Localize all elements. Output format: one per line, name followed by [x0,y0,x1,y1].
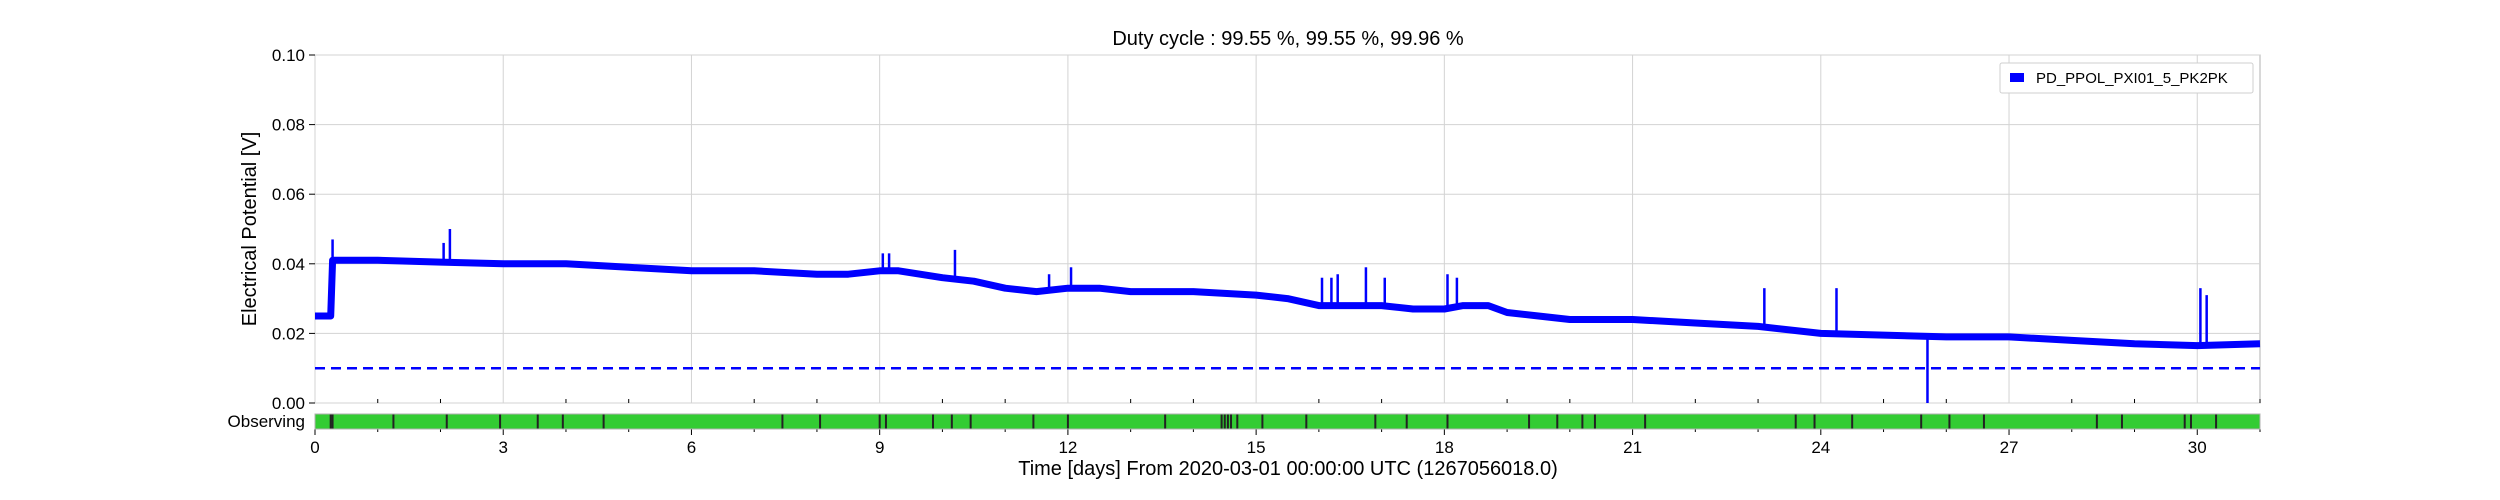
legend-box [1999,62,2254,94]
state-off-mark [2095,414,2098,429]
x-tick-label: 24 [1811,438,1830,457]
state-off-mark [1920,414,1923,429]
legend: PD_PPOL_PXI01_5_PK2PK [1999,62,2254,94]
state-off-mark [1164,414,1167,429]
state-off-mark [1528,414,1531,429]
x-tick-label: 6 [687,438,696,457]
state-off-mark [1223,414,1226,429]
state-off-mark [1813,414,1816,429]
state-off-mark [536,414,539,429]
chart-title: Duty cycle : 99.55 %, 99.55 %, 99.96 % [1112,28,1464,50]
state-off-mark [1851,414,1854,429]
state-off-mark [1220,414,1223,429]
legend-swatch [2010,73,2024,82]
state-off-mark [1593,414,1596,429]
series-line [315,256,2261,350]
state-off-mark [1556,414,1559,429]
state-off-mark [329,414,332,429]
x-tick-label: 9 [875,438,884,457]
y-tick-label: 0.06 [272,185,305,204]
state-label: Observing [228,412,305,431]
x-tick-label: 21 [1623,438,1642,457]
x-tick-label: 3 [498,438,507,457]
state-off-mark [2183,414,2186,429]
state-marks [314,413,2261,430]
state-off-mark [1644,414,1647,429]
state-off-mark [1032,414,1035,429]
state-off-mark [1261,414,1264,429]
state-off-mark [878,414,881,429]
state-off-mark [819,414,822,429]
state-off-mark [445,414,448,429]
state-off-mark [969,414,972,429]
state-off-mark [2120,414,2123,429]
series-layer [315,229,2261,403]
state-off-mark [1226,414,1229,429]
state-off-mark [1446,414,1449,429]
x-tick-label: 18 [1435,438,1454,457]
state-off-mark [1794,414,1797,429]
state-bar-frame [314,413,2261,430]
grid [314,54,2260,404]
y-tick-label: 0.00 [272,394,305,413]
y-axis: 0.00 0.02 0.04 0.06 0.08 0.10 [272,46,315,413]
state-off-mark [932,414,935,429]
x-tick-label: 27 [2000,438,2019,457]
y-axis-label: Electrical Potential [V] [239,132,261,327]
state-off-mark [1948,414,1951,429]
state-off-mark [1236,414,1239,429]
state-off-mark [561,414,564,429]
state-off-mark [1374,414,1377,429]
y-tick-label: 0.04 [272,255,305,274]
y-tick-label: 0.02 [272,324,305,343]
state-off-mark [884,414,887,429]
state-off-mark [781,414,784,429]
state-off-mark [499,414,502,429]
x-tick-label: 15 [1247,438,1266,457]
y-tick-label: 0.08 [272,116,305,135]
x-tick-label: 30 [2188,438,2207,457]
state-off-mark [1066,414,1069,429]
state-off-mark [1581,414,1584,429]
state-off-mark [392,414,395,429]
state-off-mark [1230,414,1233,429]
plot-area [314,54,2261,404]
x-axis-label: Time [days] From 2020-03-01 00:00:00 UTC… [1018,458,1558,480]
state-off-mark [1405,414,1408,429]
state-off-mark [1982,414,1985,429]
state-off-mark [2189,414,2192,429]
y-tick-label: 0.10 [272,46,305,65]
state-off-mark [602,414,605,429]
x-axis: 0 3 6 9 12 15 18 21 24 27 30 [310,399,2261,457]
state-off-mark [950,414,953,429]
x-tick-label: 12 [1058,438,1077,457]
state-off-mark [331,414,334,429]
state-off-mark [2215,414,2218,429]
state-off-mark [1305,414,1308,429]
state-bar [315,414,2260,429]
x-tick-label: 0 [310,438,319,457]
legend-label: PD_PPOL_PXI01_5_PK2PK [2036,70,2228,87]
